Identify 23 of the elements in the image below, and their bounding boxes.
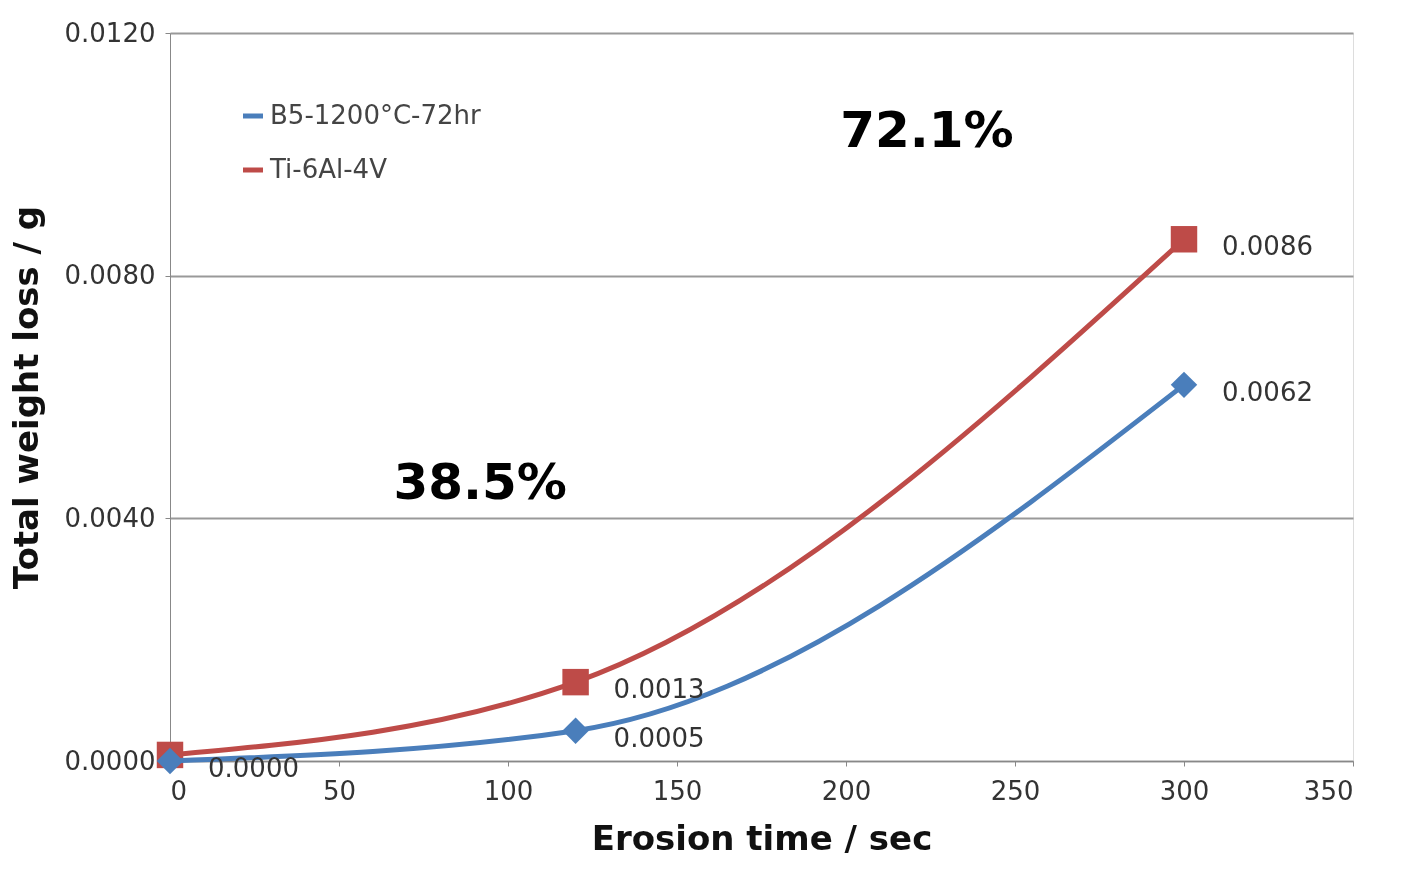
y-tick-label: 0.0120 (64, 17, 156, 48)
legend-label: B5-1200°C-72hr (270, 100, 482, 130)
x-tick-label: 100 (483, 775, 534, 806)
annotation: 38.5% (393, 453, 567, 512)
x-tick-label: 200 (821, 775, 872, 806)
x-tick-label: 150 (652, 775, 703, 806)
data-label: 0.0062 (1222, 376, 1313, 407)
data-label: 0.0000 (208, 753, 299, 783)
x-tick-label: 350 (1303, 775, 1354, 806)
x-tick-label: 50 (322, 775, 357, 806)
data-label: 0.0005 (613, 722, 705, 753)
annotation: 72.1% (840, 100, 1014, 159)
x-tick-label: 250 (990, 775, 1041, 806)
legend-label: Ti-6Al-4V (269, 154, 388, 184)
y-tick-label: 0.0080 (64, 260, 156, 291)
y-axis-title: Total weight loss / g (5, 205, 46, 590)
y-tick-label: 0.0040 (64, 502, 156, 533)
x-tick-label: 0 (170, 775, 188, 806)
y-tick-label: 0.0000 (64, 745, 156, 776)
data-label: 0.0086 (1222, 231, 1313, 262)
x-tick-label: 300 (1159, 775, 1210, 806)
x-axis-title: Erosion time / sec (591, 817, 933, 858)
data-label: 0.0013 (613, 674, 705, 705)
